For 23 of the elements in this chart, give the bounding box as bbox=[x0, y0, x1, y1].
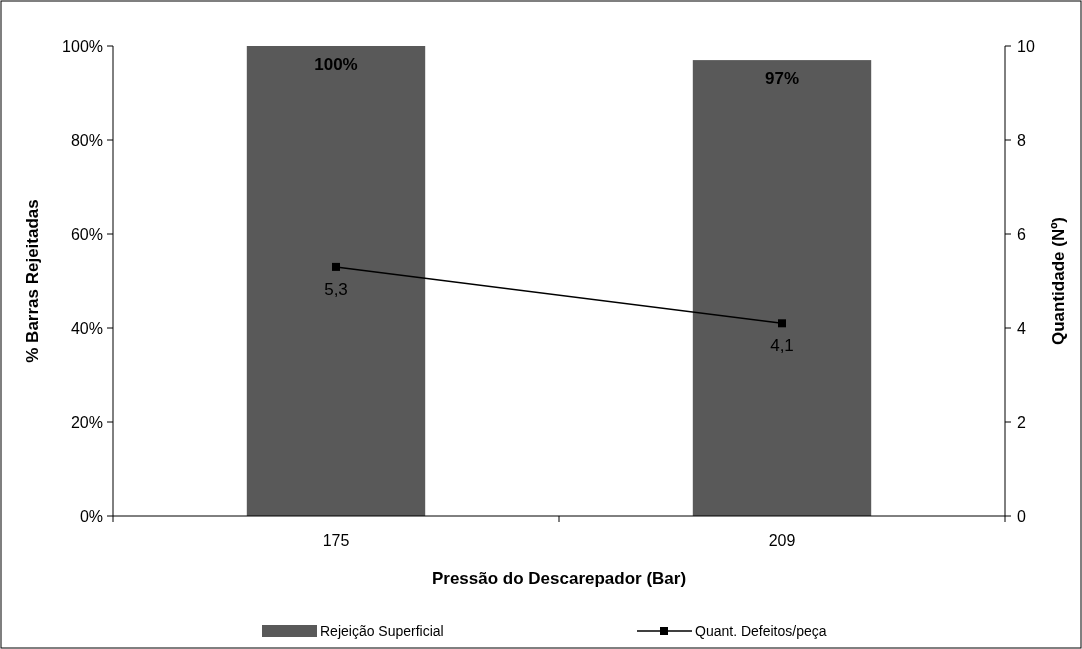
y2-axis-title: Quantidade (Nº) bbox=[1049, 216, 1068, 346]
y-tick-label: 40% bbox=[70, 320, 103, 337]
y-tick-label: 20% bbox=[70, 414, 103, 431]
y-axis-title: % Barras Rejeitadas bbox=[23, 199, 42, 363]
data-label: 100% bbox=[314, 55, 358, 74]
y2-tick-label: 6 bbox=[1017, 226, 1026, 243]
y2-tick-label: 0 bbox=[1017, 508, 1026, 525]
y2-tick-label: 10 bbox=[1017, 38, 1035, 55]
data-label: 97% bbox=[764, 69, 800, 89]
x-axis-title: Pressão do Descarepador (Bar) bbox=[431, 569, 687, 588]
y-tick-label: 60% bbox=[70, 226, 103, 243]
y-tick-label: 100% bbox=[62, 38, 103, 55]
x-tick-label: 175 bbox=[322, 532, 350, 549]
data-label: 5,3 bbox=[324, 279, 348, 299]
data-label: 4,1 bbox=[770, 336, 794, 356]
y-tick-label: 80% bbox=[70, 132, 103, 149]
legend-label: Rejeição Superficial bbox=[320, 623, 444, 639]
y2-tick-label: 2 bbox=[1017, 414, 1026, 431]
x-tick-label: 209 bbox=[768, 532, 796, 549]
y2-tick-label: 4 bbox=[1017, 320, 1026, 337]
legend-label: Quant. Defeitos/peça bbox=[695, 623, 827, 639]
y-tick-label: 0% bbox=[79, 508, 103, 525]
y2-tick-label: 8 bbox=[1017, 132, 1026, 149]
